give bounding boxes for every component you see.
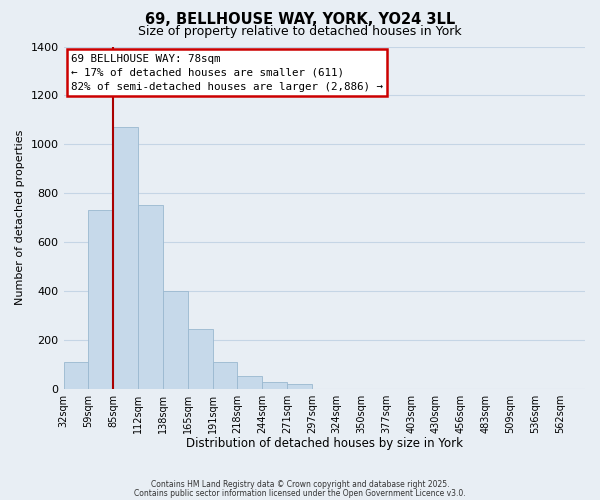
X-axis label: Distribution of detached houses by size in York: Distribution of detached houses by size … [186,437,463,450]
Bar [138,206,163,388]
Y-axis label: Number of detached properties: Number of detached properties [15,130,25,305]
Bar [163,291,188,388]
Bar [287,384,312,388]
Text: 69 BELLHOUSE WAY: 78sqm
← 17% of detached houses are smaller (611)
82% of semi-d: 69 BELLHOUSE WAY: 78sqm ← 17% of detache… [71,54,383,92]
Bar [64,362,88,388]
Text: Contains HM Land Registry data © Crown copyright and database right 2025.: Contains HM Land Registry data © Crown c… [151,480,449,489]
Bar [238,376,262,388]
Text: Size of property relative to detached houses in York: Size of property relative to detached ho… [138,25,462,38]
Bar [188,328,212,388]
Bar [262,382,287,388]
Bar [113,127,138,388]
Bar [212,362,238,388]
Bar [88,210,113,388]
Text: Contains public sector information licensed under the Open Government Licence v3: Contains public sector information licen… [134,489,466,498]
Text: 69, BELLHOUSE WAY, YORK, YO24 3LL: 69, BELLHOUSE WAY, YORK, YO24 3LL [145,12,455,28]
